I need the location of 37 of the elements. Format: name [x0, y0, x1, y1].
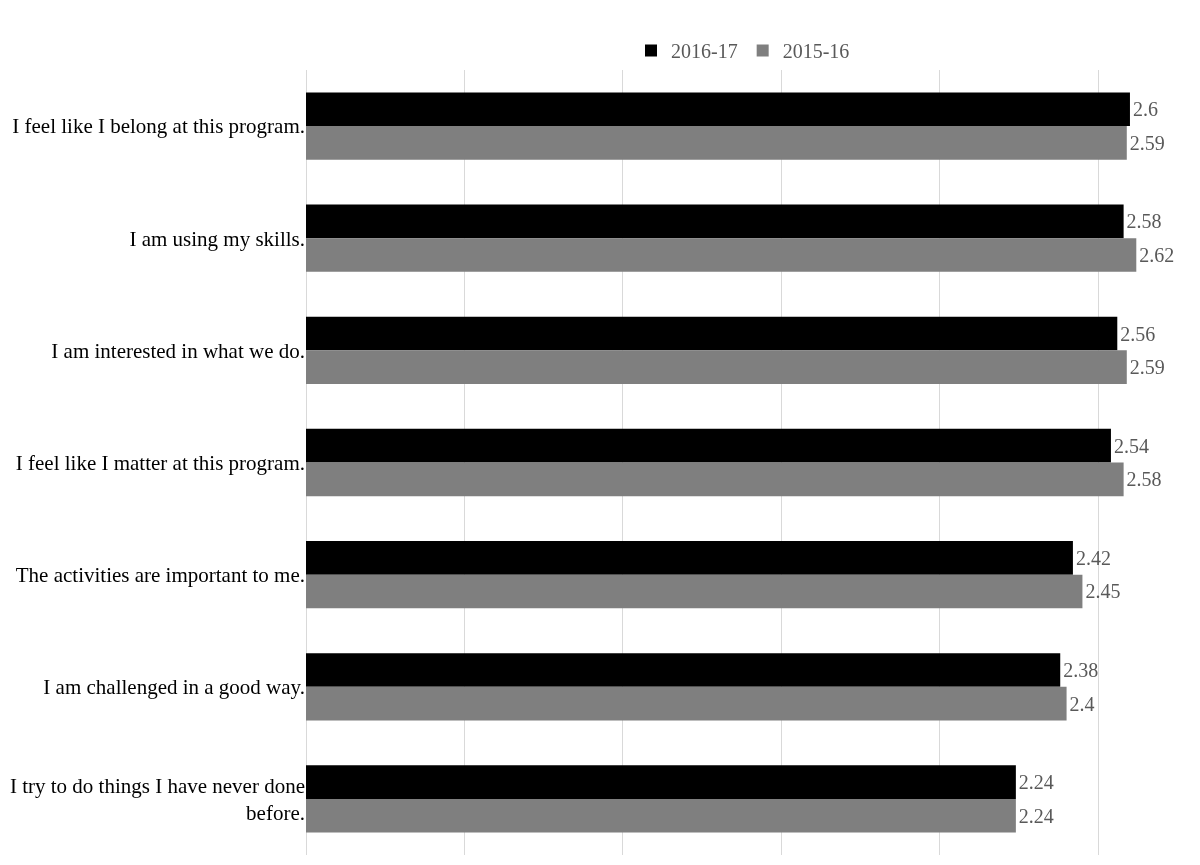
- bar: [306, 126, 1127, 160]
- data-label: 2.54: [1113, 434, 1149, 457]
- y-tick-label: I feel like I matter at this program.: [15, 450, 305, 475]
- bar: [306, 428, 1111, 463]
- data-label: 2.59: [1129, 131, 1165, 154]
- legend-label: 2015-16: [782, 40, 850, 63]
- y-tick-label: I try to do things I have never done before.: [9, 773, 305, 825]
- data-label: 2.58: [1126, 210, 1162, 233]
- data-label: 2.58: [1126, 468, 1162, 491]
- bar: [306, 92, 1130, 127]
- data-label: 2.42: [1075, 546, 1111, 569]
- data-label: 2.59: [1129, 356, 1165, 379]
- bar: [306, 238, 1137, 272]
- bar: [306, 686, 1067, 721]
- bar: [306, 204, 1124, 239]
- y-tick-label: The activities are important to me.: [15, 562, 305, 587]
- data-label: 2.62: [1139, 244, 1175, 267]
- bar: [306, 653, 1061, 687]
- y-tick-label: I am interested in what we do.: [51, 338, 305, 363]
- data-label: 2.24: [1018, 804, 1054, 827]
- data-label: 2.24: [1018, 771, 1054, 794]
- data-label: 2.4: [1069, 692, 1095, 715]
- y-tick-label: I am challenged in a good way.: [43, 675, 305, 700]
- bar: [306, 541, 1073, 575]
- y-tick-label: I feel like I belong at this program.: [12, 114, 305, 139]
- bar: [306, 574, 1083, 609]
- data-label: 2.6: [1132, 98, 1158, 121]
- bar: [306, 316, 1118, 351]
- bar: [306, 462, 1124, 497]
- data-label: 2.56: [1120, 322, 1156, 345]
- data-label: 2.38: [1063, 658, 1099, 681]
- y-tick-label: I am using my skills.: [129, 226, 305, 251]
- data-label: 2.45: [1085, 580, 1121, 603]
- bar: [306, 765, 1016, 799]
- bar: [306, 350, 1127, 384]
- legend-label: 2016-17: [671, 40, 738, 63]
- bar: [306, 798, 1016, 833]
